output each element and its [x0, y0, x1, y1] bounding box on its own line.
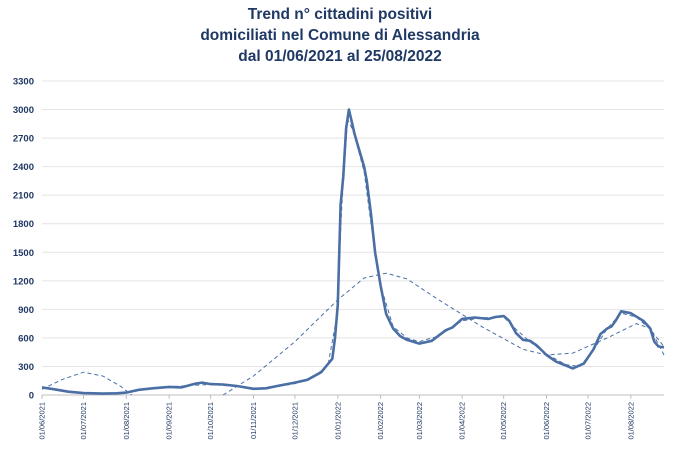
y-tick-label: 1800	[13, 219, 34, 230]
y-tick-label: 3300	[13, 77, 34, 88]
chart-title-line-3: dal 01/06/2021 al 25/08/2022	[238, 48, 442, 65]
x-tick-label: 01/11/2021	[249, 402, 258, 439]
chart-title-line-1: Trend n° cittadini positivi	[247, 6, 433, 23]
x-tick-label: 01/02/2022	[376, 402, 385, 440]
y-tick-label: 1200	[13, 276, 34, 287]
x-tick-label: 01/08/2022	[626, 402, 635, 440]
x-tick-label: 01/09/2021	[165, 402, 174, 440]
x-tick-label: 01/03/2022	[415, 402, 424, 440]
y-tick-label: 300	[18, 362, 34, 373]
y-axis-ticks: 0 300 600 900 1200 1500 1800 2100 2400 2700 3000 33…	[13, 77, 34, 402]
x-tick-label: 01/04/2022	[458, 402, 467, 440]
y-tick-label: 1500	[13, 248, 34, 259]
y-tick-label: 2400	[13, 162, 34, 173]
x-tick-label: 01/12/2021	[290, 402, 299, 440]
x-tick-label: 01/07/2022	[583, 402, 592, 440]
x-axis-ticks: 01/06/2021 01/07/2021 01/08/2021 01/09/2021…	[38, 395, 635, 440]
chart-title: Trend n° cittadini positivi domiciliati …	[0, 4, 680, 67]
y-tick-label: 2700	[13, 134, 34, 145]
series-line-dashed-3	[222, 272, 665, 396]
x-tick-label: 01/07/2021	[79, 402, 88, 440]
x-tick-label: 01/06/2021	[38, 402, 47, 440]
y-tick-label: 3000	[13, 105, 34, 116]
x-tick-label: 01/05/2022	[499, 402, 508, 440]
gridlines	[42, 80, 664, 396]
x-tick-label: 01/01/2022	[333, 402, 342, 440]
series-lines	[41, 108, 665, 396]
x-tick-label: 01/10/2021	[206, 402, 215, 440]
y-tick-label: 2100	[13, 191, 34, 202]
series-line-solid	[41, 108, 665, 395]
x-tick-label: 01/06/2022	[542, 402, 551, 440]
y-tick-label: 600	[18, 333, 34, 344]
x-tick-label: 01/08/2021	[122, 402, 131, 440]
y-tick-label: 900	[18, 305, 34, 316]
series-line-dashed-1	[41, 118, 665, 395]
series-line-dashed-2	[41, 371, 133, 396]
y-tick-label: 0	[29, 391, 34, 402]
chart-title-line-2: domiciliati nel Comune di Alessandria	[200, 27, 480, 44]
